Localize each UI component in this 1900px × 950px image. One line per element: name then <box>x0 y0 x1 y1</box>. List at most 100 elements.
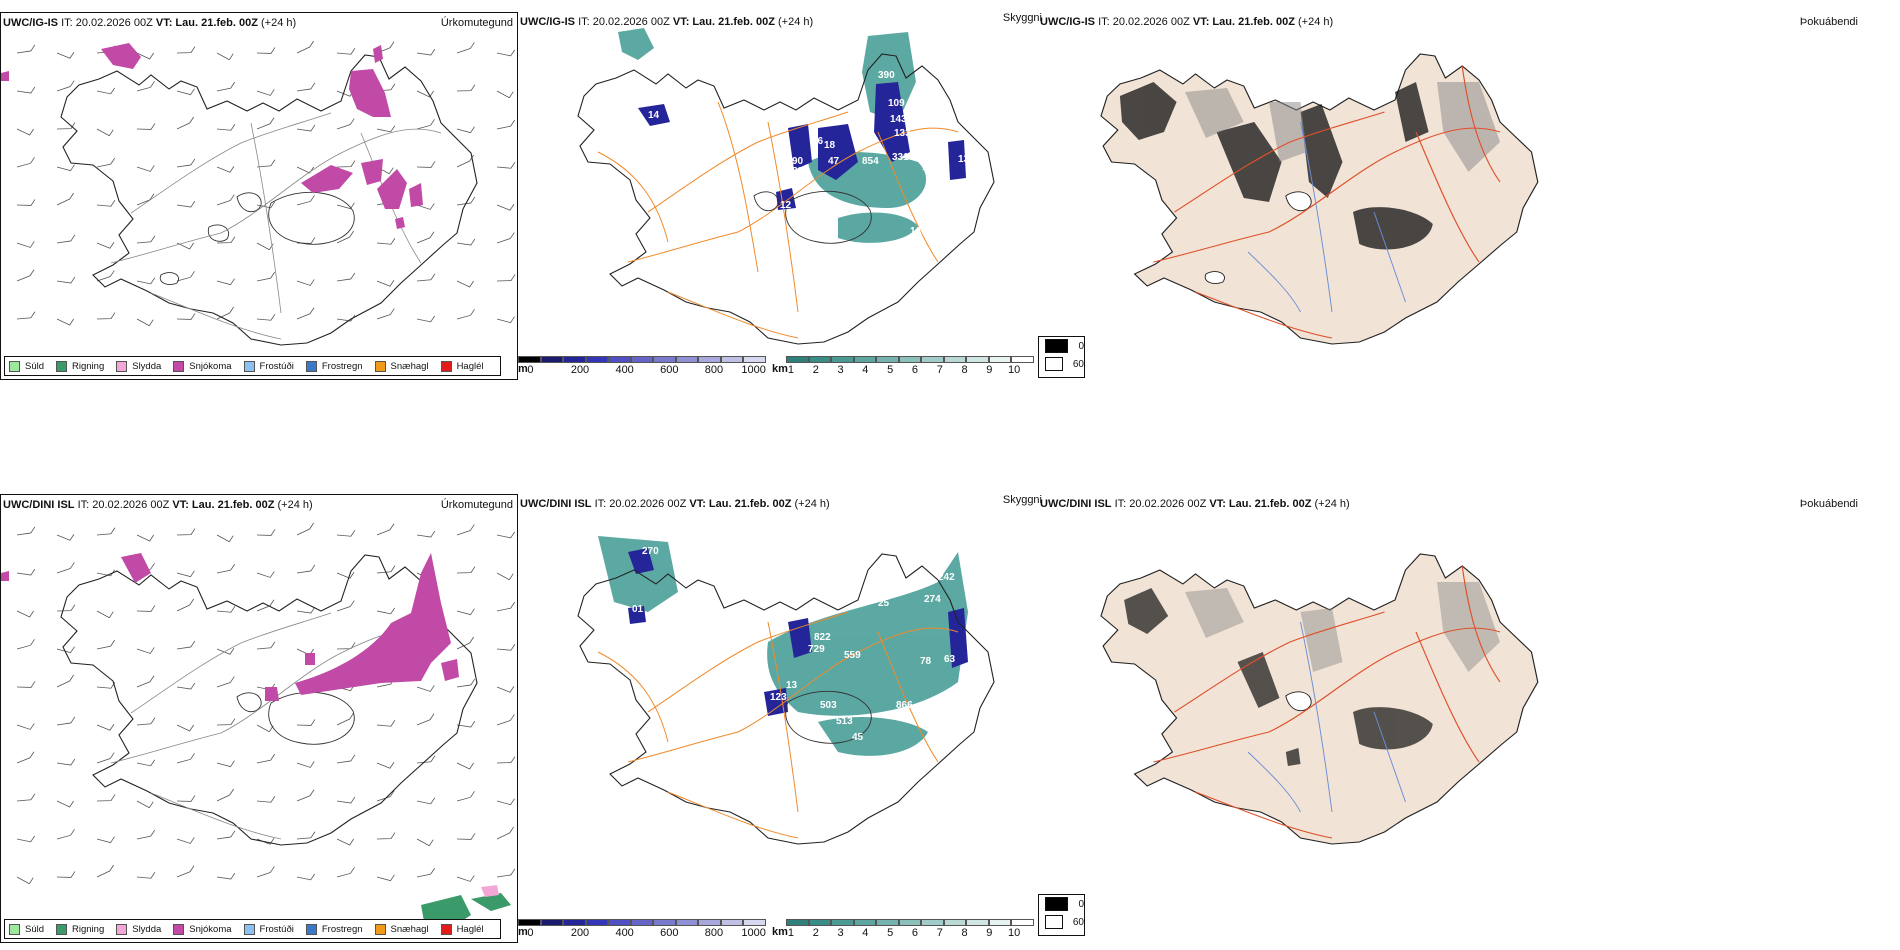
fog-legend-row: 0 <box>1039 337 1084 355</box>
wind-barb <box>216 606 236 613</box>
cbar-cell <box>585 356 609 363</box>
legend-item: Súld <box>9 923 44 935</box>
wind-barb <box>296 761 315 768</box>
wind-barb <box>296 279 315 286</box>
elev-label: 14 <box>648 110 660 121</box>
wind-barb <box>176 313 196 320</box>
wind-barb <box>376 832 396 840</box>
wind-barb <box>256 571 275 578</box>
wind-barb <box>416 90 434 98</box>
legend-item: Snjókoma <box>173 923 232 935</box>
wind-barb <box>216 760 235 768</box>
wind-barb <box>176 158 196 168</box>
cbar-cell <box>720 919 744 926</box>
tick-label: 4 <box>862 927 869 939</box>
legend-swatch <box>1045 357 1063 371</box>
wind-barb <box>16 639 35 650</box>
wind-barb <box>16 241 35 248</box>
elev-label: 13 <box>786 680 798 691</box>
wind-barb <box>416 231 435 244</box>
wind-barb <box>216 648 235 655</box>
cbar-cell <box>876 356 899 363</box>
wind-barb <box>16 269 35 282</box>
cbar-cell <box>540 356 564 363</box>
wind-barb <box>496 714 515 726</box>
wind-barb <box>496 572 514 581</box>
elev-label: 16 <box>812 136 824 147</box>
wind-barb <box>376 308 395 320</box>
wind-barb <box>136 717 156 726</box>
wind-barb <box>216 676 235 688</box>
wind-barb <box>16 723 35 730</box>
legend-item: Frostregn <box>305 360 363 372</box>
legend-swatch <box>9 360 20 372</box>
wind-barb <box>16 86 36 94</box>
wind-barb <box>336 230 354 244</box>
cbar-cell <box>653 919 676 926</box>
wind-barb <box>136 800 154 809</box>
tick-label: 800 <box>704 364 724 376</box>
elev-label: 47 <box>828 156 840 167</box>
wind-barb <box>256 201 276 209</box>
wind-barb <box>376 762 395 769</box>
cloud-base-labels: 270 242 274 18 25 822 729 559 123 13 503… <box>632 546 956 743</box>
glaciers <box>1285 691 1312 712</box>
rivers <box>1247 621 1406 813</box>
wind-barb <box>456 84 476 92</box>
wind-barb <box>136 277 156 285</box>
elev-label: 143 <box>890 114 907 125</box>
legend-item: Frostregn <box>305 923 363 935</box>
wind-barb <box>456 196 476 206</box>
elev-label: 109 <box>888 98 905 109</box>
panel-header: UWC/DINI ISL IT: 20.02.2026 00Z VT: Lau.… <box>3 499 313 511</box>
wind-barb <box>496 232 515 244</box>
cbar-cell <box>1011 356 1035 363</box>
product-title: Úrkomutegund <box>440 17 513 29</box>
wind-barb <box>296 564 316 574</box>
legend-swatch <box>56 360 68 372</box>
cbar-cell <box>943 356 967 363</box>
fog-legend-row: 60 <box>1039 913 1084 931</box>
cloud-panel-top: UWC/IG-IS IT: 20.02.2026 00Z VT: Lau. 21… <box>518 12 1042 380</box>
wind-barb <box>136 318 154 327</box>
wind-barb <box>376 874 395 882</box>
wind-barb <box>416 530 436 538</box>
wind-barb <box>136 81 155 92</box>
legend-swatch <box>9 923 20 935</box>
wind-barb <box>256 866 275 878</box>
wind-barb <box>216 563 236 574</box>
tick-label: 400 <box>615 927 634 939</box>
wind-barb <box>296 40 314 54</box>
legend-swatch <box>243 923 255 935</box>
wind-barb <box>176 116 194 130</box>
cbar-cell <box>808 919 832 926</box>
fog-panel-bottom: UWC/DINI ISL IT: 20.02.2026 00Z VT: Lau.… <box>1038 494 1858 943</box>
elev-label: 25 <box>878 598 890 609</box>
wind-barb <box>216 872 236 880</box>
wind-barb <box>216 166 235 173</box>
tick-label: 8 <box>961 927 968 939</box>
wind-barb <box>176 271 195 282</box>
cbar-cell <box>585 919 609 926</box>
wind-barb <box>16 876 34 885</box>
tick-label: 3 <box>837 364 844 376</box>
legend-swatch <box>1045 339 1069 353</box>
height-unit: m <box>518 363 528 375</box>
wind-barb <box>296 195 315 206</box>
cbar-cell <box>943 919 967 926</box>
product-title: Skyggni <box>1002 12 1042 24</box>
tick-label: 9 <box>986 364 993 376</box>
wind-barb <box>456 524 475 536</box>
height-ticks: 0 200 400 600 800 1000 <box>518 363 766 377</box>
wind-barb <box>256 159 276 168</box>
wind-barb <box>56 562 75 574</box>
wind-barb <box>16 526 36 536</box>
wind-barb <box>16 751 35 764</box>
wind-barb <box>256 753 276 764</box>
wind-barb <box>176 46 196 54</box>
elev-label: 274 <box>924 594 941 605</box>
wind-barb <box>176 640 196 650</box>
iceland-coastline <box>577 553 995 845</box>
elev-label: 15 <box>890 240 902 251</box>
wind-barb <box>376 238 396 245</box>
